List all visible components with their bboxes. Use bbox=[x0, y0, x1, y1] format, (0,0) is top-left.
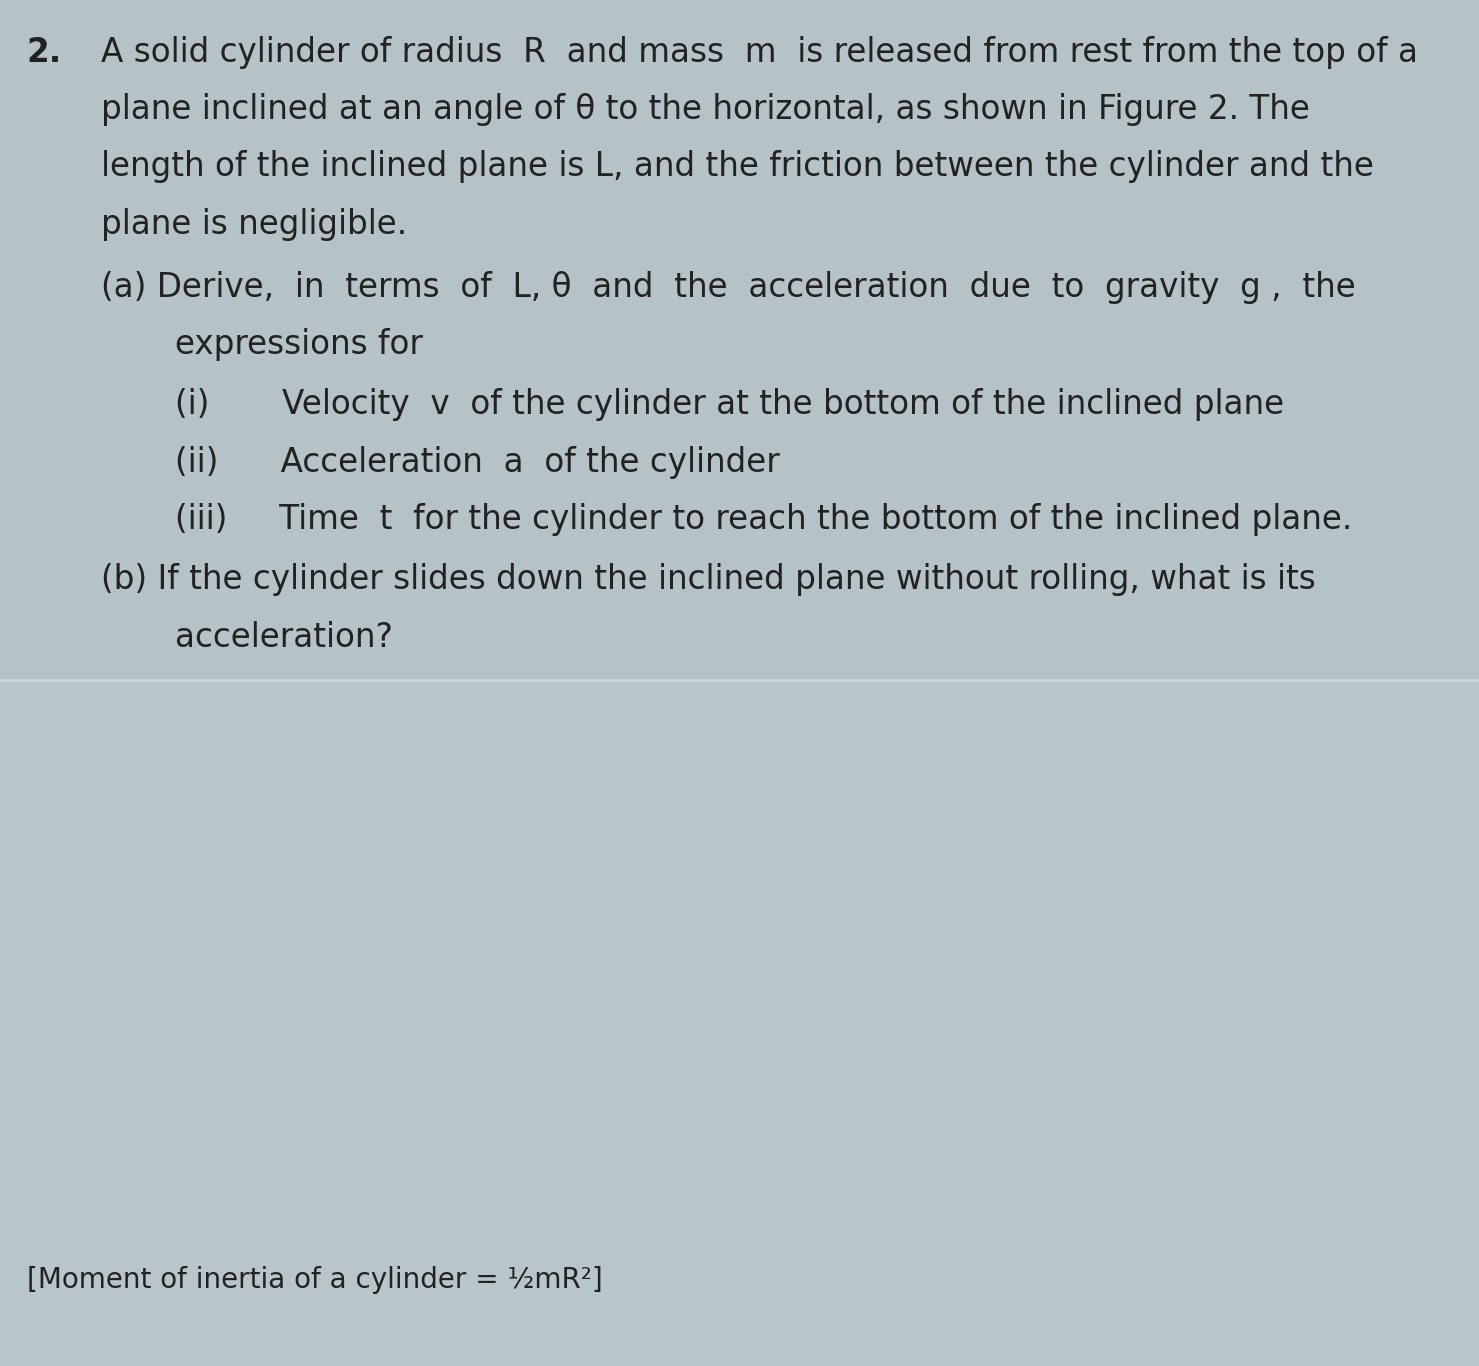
Bar bbox=[0, 680, 1479, 1366]
Text: expressions for: expressions for bbox=[175, 328, 423, 361]
Bar bbox=[0, 0, 1479, 680]
Text: [Moment of inertia of a cylinder = ½mR²]: [Moment of inertia of a cylinder = ½mR²] bbox=[27, 1266, 602, 1294]
Text: (iii)     Time  t  for the cylinder to reach the bottom of the inclined plane.: (iii) Time t for the cylinder to reach t… bbox=[175, 503, 1352, 535]
Text: (ii)      Acceleration  a  of the cylinder: (ii) Acceleration a of the cylinder bbox=[175, 445, 779, 478]
Text: (i)       Velocity  v  of the cylinder at the bottom of the inclined plane: (i) Velocity v of the cylinder at the bo… bbox=[175, 388, 1284, 421]
Text: plane inclined at an angle of θ to the horizontal, as shown in Figure 2. The: plane inclined at an angle of θ to the h… bbox=[101, 93, 1309, 126]
Text: length of the inclined plane is L, and the friction between the cylinder and the: length of the inclined plane is L, and t… bbox=[101, 150, 1374, 183]
Text: (a) Derive,  in  terms  of  L, θ  and  the  acceleration  due  to  gravity  g , : (a) Derive, in terms of L, θ and the acc… bbox=[101, 270, 1355, 303]
Text: plane is negligible.: plane is negligible. bbox=[101, 208, 407, 240]
Text: A solid cylinder of radius  R  and mass  m  is released from rest from the top o: A solid cylinder of radius R and mass m … bbox=[101, 36, 1417, 68]
Text: 2.: 2. bbox=[27, 36, 62, 68]
Text: (b) If the cylinder slides down the inclined plane without rolling, what is its: (b) If the cylinder slides down the incl… bbox=[101, 563, 1315, 597]
Text: acceleration?: acceleration? bbox=[175, 620, 392, 654]
